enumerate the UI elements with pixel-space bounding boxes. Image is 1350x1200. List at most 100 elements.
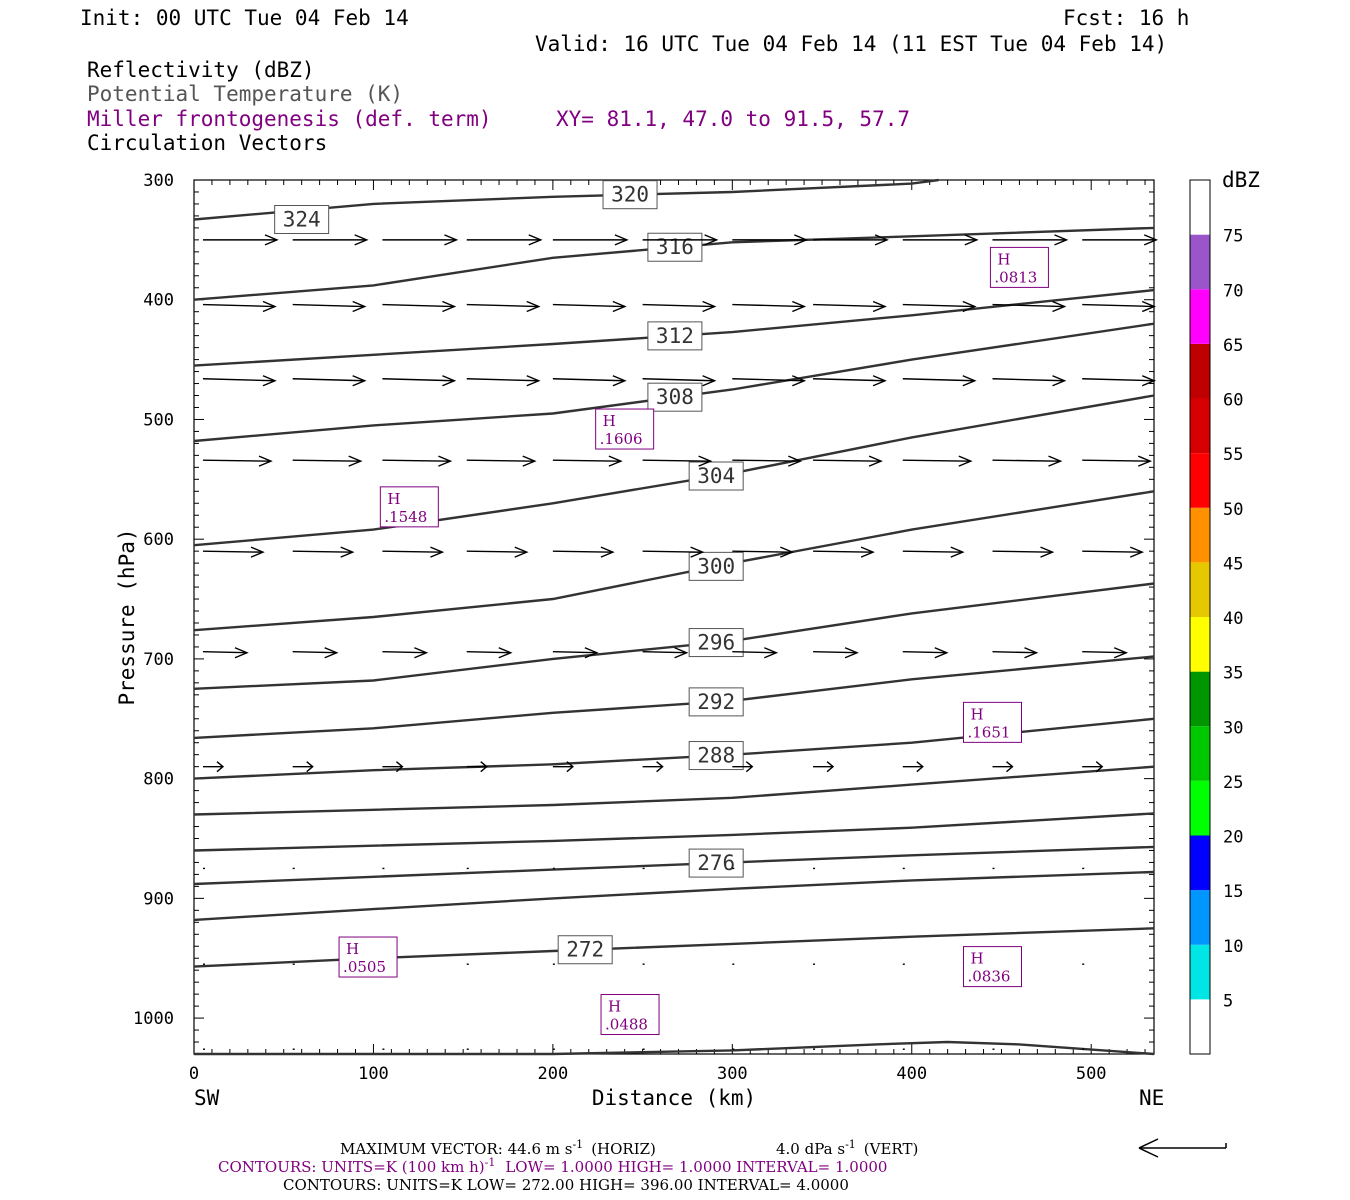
circulation-vector (1082, 459, 1151, 462)
circulation-vector-head (608, 455, 623, 467)
theta-contour-label: 312 (656, 324, 694, 348)
fcst-text: Fcst: 16 h (1063, 6, 1189, 30)
circulation-vector-head (498, 647, 513, 659)
colorbar-label: 10 (1223, 937, 1243, 957)
circulation-vector (292, 550, 353, 553)
circulation-vector-head (704, 234, 719, 246)
circulation-vector-head (962, 300, 977, 313)
circulation-vector-head (794, 234, 809, 246)
frontogenesis-high-letter: H (971, 705, 984, 723)
circulation-vector (813, 550, 874, 553)
circulation-vector-head (324, 647, 339, 659)
circulation-vector (902, 459, 971, 462)
circulation-vector-head (1006, 761, 1014, 773)
circulation-vector (466, 459, 535, 462)
theta-contour-label: 276 (697, 851, 735, 875)
frontogenesis-high-box (963, 701, 1023, 743)
circulation-vector (552, 550, 613, 553)
circulation-vector (992, 459, 1061, 462)
circulation-vector-head (526, 300, 541, 313)
circulation-vector-head (234, 647, 249, 659)
theta-contour-line (193, 394, 1155, 547)
colorbar-swatch (1190, 289, 1210, 344)
theta-contour-line (193, 322, 1155, 443)
circulation-vector-head (964, 234, 979, 246)
circulation-vector (642, 459, 711, 462)
circulation-vector-head (792, 375, 807, 387)
theta-contour-line (193, 812, 1155, 852)
circulation-vector (552, 378, 625, 382)
y-tick-label: 800 (143, 770, 174, 790)
theta-contour-label: 296 (697, 631, 735, 655)
circulation-vector-head (340, 546, 355, 558)
circulation-vector (202, 378, 275, 382)
frontogenesis-high-letter: H (997, 250, 1010, 268)
circulation-vector-head (438, 455, 453, 467)
theta-contour-label-box (647, 382, 703, 412)
theta-contour-label: 324 (283, 208, 321, 232)
colorbar-label: 70 (1223, 281, 1243, 301)
circulation-vector (1082, 378, 1155, 382)
theta-contour-label-box (688, 551, 744, 581)
footer: MAXIMUM VECTOR: 44.6 m s-1 (HORIZ) 4.0 dP… (218, 1138, 918, 1194)
circulation-vector-head (844, 647, 859, 659)
frontogenesis-high-box (989, 246, 1049, 288)
circulation-vector (732, 459, 801, 462)
circulation-vector-head (958, 455, 973, 467)
circulation-vector-head (934, 647, 949, 659)
circulation-vector (382, 550, 443, 553)
circulation-vector-head (702, 300, 717, 313)
circulation-vector (642, 303, 715, 308)
theta-contour-line (194, 1040, 1155, 1056)
colorbar-label: 35 (1223, 664, 1243, 684)
plot-frame (193, 179, 1155, 1055)
circulation-vector-head (442, 375, 457, 387)
circulation-vector-head (262, 375, 277, 387)
colorbar-label: 40 (1223, 609, 1243, 629)
colorbar-label: 45 (1223, 554, 1243, 574)
theta-contour-line (193, 845, 1155, 886)
x-tick-label: 400 (896, 1064, 927, 1084)
field-frontogenesis: Miller frontogenesis (def. term) (87, 107, 492, 131)
circulation-vector (732, 303, 805, 308)
colorbar-swatch (1190, 671, 1210, 727)
frontogenesis-high-value: .0488 (605, 1015, 648, 1033)
theta-contour-label: 304 (697, 464, 735, 488)
plot-area: 0 100 200 300 400 500 300 400 500 600 700 800 900 100… (133, 171, 1159, 1084)
colorbar-swatch (1190, 944, 1210, 1000)
contours-frontogenesis-text: CONTOURS: UNITS=K (100 km h)-1 LOW= 1.000… (218, 1156, 887, 1176)
x-tick-label: 500 (1076, 1064, 1107, 1084)
x-tick-label: 0 (189, 1064, 199, 1084)
circulation-vector (732, 550, 793, 553)
colorbar-swatch (1190, 726, 1210, 781)
colorbar-label: 25 (1223, 773, 1243, 793)
circulation-vector (642, 550, 703, 553)
circulation-vector (642, 378, 715, 382)
theta-contour-label: 320 (611, 183, 649, 207)
x-tick-label: 100 (358, 1064, 389, 1084)
circulation-vector (992, 303, 1065, 308)
theta-contour-label: 316 (656, 235, 694, 259)
circulation-vector-head (480, 761, 488, 773)
circulation-vector-head (395, 761, 404, 773)
circulation-vector-head (1137, 455, 1153, 467)
frontogenesis-high-letter: H (971, 950, 984, 968)
colorbar-label: 15 (1223, 882, 1243, 902)
circulation-vector-head (614, 234, 629, 246)
colorbar-frame (1189, 179, 1211, 1055)
circulation-vector (813, 459, 882, 462)
circulation-vector-head (780, 546, 795, 558)
circulation-vector (813, 378, 886, 382)
circulation-vector-head (1113, 647, 1129, 659)
circulation-vector (382, 459, 451, 462)
theta-contour-label-box (688, 741, 744, 771)
colorbar-swatch (1190, 343, 1210, 399)
theta-contour-line (193, 870, 1155, 922)
circulation-vector (813, 303, 886, 308)
circulation-vector (1082, 303, 1155, 308)
colorbar-title: dBZ (1222, 168, 1260, 192)
circulation-vector (992, 378, 1065, 382)
circulation-vector-head (874, 234, 889, 246)
theta-contour-line (193, 226, 1155, 301)
circulation-vector-head (262, 300, 277, 313)
